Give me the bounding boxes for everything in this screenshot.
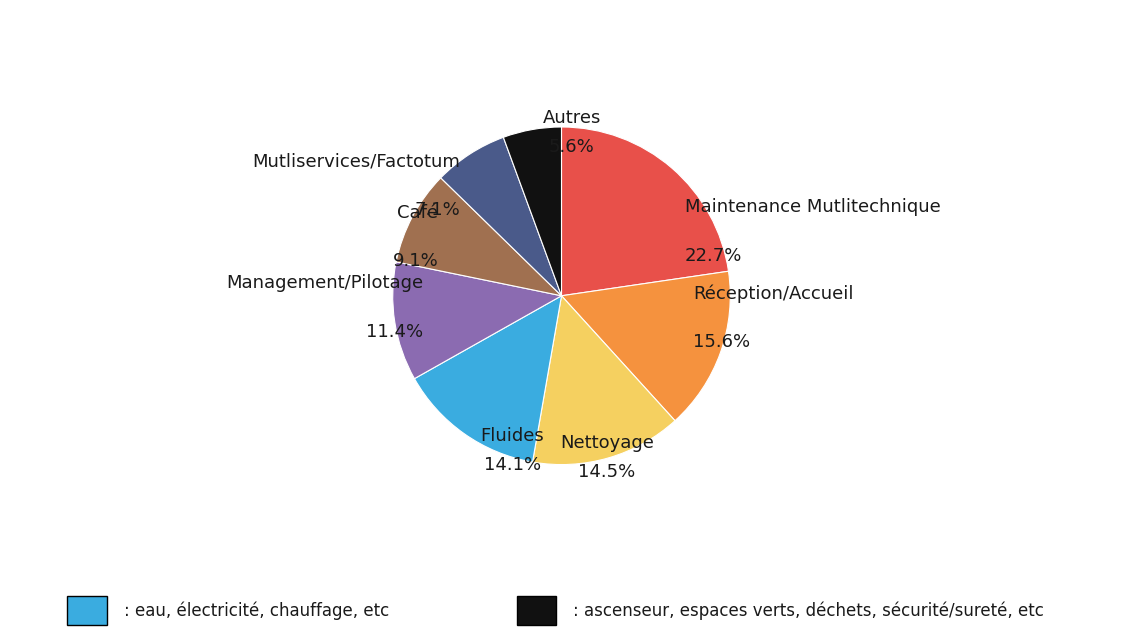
Text: : eau, électricité, chauffage, etc: : eau, électricité, chauffage, etc bbox=[124, 602, 389, 620]
Text: 14.5%: 14.5% bbox=[578, 463, 636, 481]
Text: 7.1%: 7.1% bbox=[414, 201, 460, 219]
Text: 15.6%: 15.6% bbox=[693, 333, 750, 351]
Text: Autres: Autres bbox=[542, 109, 601, 127]
Text: : ascenseur, espaces verts, déchets, sécurité/sureté, etc: : ascenseur, espaces verts, déchets, séc… bbox=[573, 602, 1043, 620]
Text: Management/Pilotage: Management/Pilotage bbox=[226, 275, 423, 293]
Text: Nettoyage: Nettoyage bbox=[560, 434, 654, 452]
Wedge shape bbox=[503, 127, 562, 296]
Text: Maintenance Mutlitechnique: Maintenance Mutlitechnique bbox=[685, 199, 940, 217]
Text: Mutliservices/Factotum: Mutliservices/Factotum bbox=[253, 153, 460, 171]
Text: 5.6%: 5.6% bbox=[549, 138, 594, 156]
Wedge shape bbox=[393, 262, 562, 379]
Wedge shape bbox=[562, 127, 729, 296]
Text: 22.7%: 22.7% bbox=[685, 247, 742, 265]
Wedge shape bbox=[440, 138, 562, 296]
Text: Réception/Accueil: Réception/Accueil bbox=[693, 284, 853, 303]
Wedge shape bbox=[414, 296, 562, 462]
Text: 11.4%: 11.4% bbox=[366, 323, 423, 341]
Wedge shape bbox=[532, 296, 675, 464]
Text: Café: Café bbox=[398, 204, 438, 221]
Text: 9.1%: 9.1% bbox=[393, 252, 438, 270]
Wedge shape bbox=[562, 271, 730, 421]
Text: Fluides: Fluides bbox=[481, 428, 545, 446]
Wedge shape bbox=[396, 178, 562, 296]
Text: 14.1%: 14.1% bbox=[484, 456, 541, 474]
